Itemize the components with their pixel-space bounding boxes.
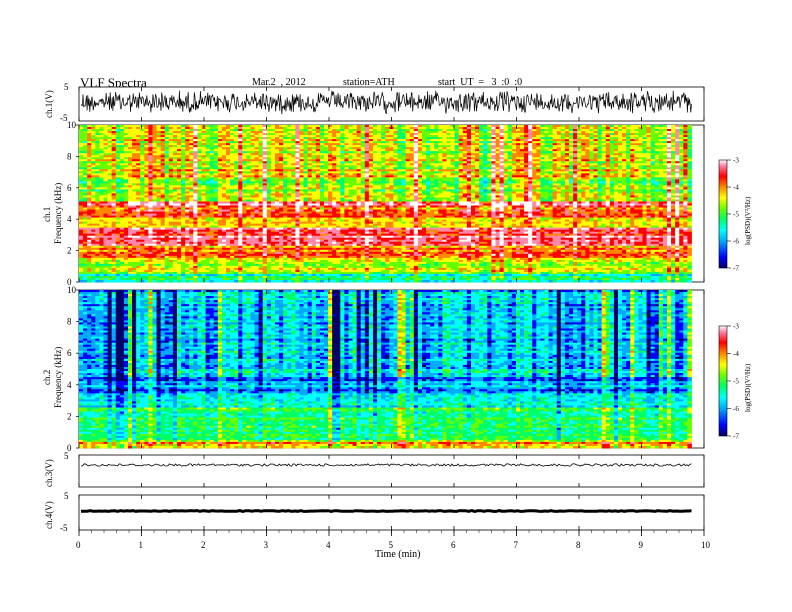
spectrogram-cell bbox=[153, 280, 157, 282]
spectrogram-cell bbox=[226, 280, 230, 282]
spectrogram-cell bbox=[279, 280, 283, 282]
spectrogram-cell bbox=[173, 280, 177, 282]
spectrogram-cell bbox=[316, 280, 320, 282]
spectrogram-cell bbox=[87, 280, 91, 282]
ch1-waveform-ylabel: ch.1(V) bbox=[44, 90, 54, 118]
spectrogram-cell bbox=[79, 280, 83, 282]
spectrogram-cell bbox=[230, 280, 234, 282]
spectrogram-cell bbox=[267, 280, 271, 282]
spectrogram-cell bbox=[283, 280, 287, 282]
spectrogram-cell bbox=[206, 280, 210, 282]
spectrogram-cell bbox=[185, 280, 189, 282]
spectrogram-cell bbox=[181, 280, 185, 282]
vlf-figure: ch.1(V) 5 -5 0246810 ch.1 Frequency (kHz… bbox=[0, 0, 792, 612]
spectrogram-cell bbox=[222, 280, 226, 282]
spectrogram-cell bbox=[197, 280, 201, 282]
spectrogram-cell bbox=[161, 280, 165, 282]
ch1-waveform-panel: ch.1(V) 5 -5 bbox=[44, 82, 704, 123]
spectrogram-cell bbox=[104, 280, 108, 282]
spectrogram-cell bbox=[157, 280, 161, 282]
spectrogram-cell bbox=[332, 280, 336, 282]
spectrogram-cell bbox=[246, 280, 250, 282]
spectrogram-cell bbox=[108, 280, 112, 282]
spectrogram-cell bbox=[255, 280, 259, 282]
spectrogram-cell bbox=[132, 280, 136, 282]
spectrogram-cell bbox=[136, 280, 140, 282]
spectrogram-cell bbox=[234, 280, 238, 282]
spectrogram-cell bbox=[295, 280, 299, 282]
spectrogram-cell bbox=[304, 280, 308, 282]
spectrogram-cell bbox=[287, 280, 291, 282]
spectrogram-cell bbox=[83, 280, 87, 282]
spectrogram-cell bbox=[140, 280, 144, 282]
spectrogram-cell bbox=[128, 280, 132, 282]
spectrogram-cell bbox=[271, 280, 275, 282]
spectrogram-cell bbox=[238, 280, 242, 282]
spectrogram-cell bbox=[124, 280, 128, 282]
spectrogram-cell bbox=[189, 280, 193, 282]
spectrogram-cell bbox=[251, 280, 255, 282]
spectrogram-cell bbox=[120, 280, 124, 282]
spectrogram-cell bbox=[112, 280, 116, 282]
spectrogram-cell bbox=[165, 280, 169, 282]
spectrogram-cell bbox=[91, 280, 95, 282]
spectrogram-cell bbox=[177, 280, 181, 282]
spectrogram-cell bbox=[218, 280, 222, 282]
spectrogram-cell bbox=[259, 280, 263, 282]
spectrogram-cell bbox=[300, 280, 304, 282]
spectrogram-cell bbox=[308, 280, 312, 282]
ch1-ytick-top: 5 bbox=[64, 82, 69, 92]
spectrogram-cell bbox=[144, 280, 148, 282]
spectrogram-cell bbox=[148, 280, 152, 282]
spectrogram-cell bbox=[116, 280, 120, 282]
spectrogram-cell bbox=[99, 280, 103, 282]
ch1-spectrogram-image bbox=[79, 125, 692, 282]
spectrogram-cell bbox=[312, 280, 316, 282]
spectrogram-cell bbox=[210, 280, 214, 282]
spectrogram-cell bbox=[291, 280, 295, 282]
spectrogram-cell bbox=[275, 280, 279, 282]
spectrogram-cell bbox=[320, 280, 324, 282]
spectrogram-cell bbox=[95, 280, 99, 282]
spectrogram-cell bbox=[242, 280, 246, 282]
spectrogram-cell bbox=[193, 280, 197, 282]
spectrogram-cell bbox=[214, 280, 218, 282]
spectrogram-cell bbox=[169, 280, 173, 282]
spectrogram-cell bbox=[324, 280, 328, 282]
